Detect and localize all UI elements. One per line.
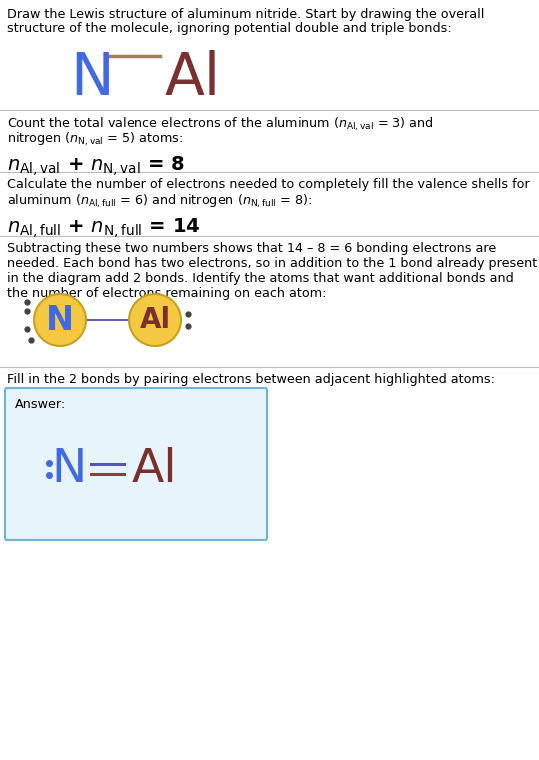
Text: the number of electrons remaining on each atom:: the number of electrons remaining on eac… <box>7 287 327 300</box>
Text: Al: Al <box>132 447 177 492</box>
Text: Draw the Lewis structure of aluminum nitride. Start by drawing the overall: Draw the Lewis structure of aluminum nit… <box>7 8 485 21</box>
Text: in the diagram add 2 bonds. Identify the atoms that want additional bonds and: in the diagram add 2 bonds. Identify the… <box>7 272 514 285</box>
Text: N: N <box>51 447 87 492</box>
Text: Count the total valence electrons of the aluminum ($n_{\mathrm{Al,val}}$ = 3) an: Count the total valence electrons of the… <box>7 116 434 134</box>
Text: Al: Al <box>165 50 221 107</box>
FancyBboxPatch shape <box>5 388 267 540</box>
Text: $\mathit{n}_{\mathrm{Al,val}}$ + $\mathit{n}_{\mathrm{N,val}}$ = 8: $\mathit{n}_{\mathrm{Al,val}}$ + $\mathi… <box>7 154 185 178</box>
Text: $\mathit{n}_{\mathrm{Al,full}}$ + $\mathit{n}_{\mathrm{N,full}}$ = 14: $\mathit{n}_{\mathrm{Al,full}}$ + $\math… <box>7 216 201 240</box>
Text: Subtracting these two numbers shows that 14 – 8 = 6 bonding electrons are: Subtracting these two numbers shows that… <box>7 242 496 255</box>
Text: Calculate the number of electrons needed to completely fill the valence shells f: Calculate the number of electrons needed… <box>7 178 530 191</box>
Text: aluminum ($n_{\mathrm{Al,full}}$ = 6) and nitrogen ($n_{\mathrm{N,full}}$ = 8):: aluminum ($n_{\mathrm{Al,full}}$ = 6) an… <box>7 193 312 211</box>
Text: N: N <box>70 50 114 107</box>
Text: Fill in the 2 bonds by pairing electrons between adjacent highlighted atoms:: Fill in the 2 bonds by pairing electrons… <box>7 373 495 386</box>
Text: Al: Al <box>140 306 170 334</box>
Text: needed. Each bond has two electrons, so in addition to the 1 bond already presen: needed. Each bond has two electrons, so … <box>7 257 537 270</box>
Text: Answer:: Answer: <box>15 398 66 411</box>
Text: nitrogen ($n_{\mathrm{N,val}}$ = 5) atoms:: nitrogen ($n_{\mathrm{N,val}}$ = 5) atom… <box>7 131 183 148</box>
Circle shape <box>34 294 86 346</box>
Text: N: N <box>46 303 74 337</box>
Text: structure of the molecule, ignoring potential double and triple bonds:: structure of the molecule, ignoring pote… <box>7 22 452 35</box>
Circle shape <box>129 294 181 346</box>
